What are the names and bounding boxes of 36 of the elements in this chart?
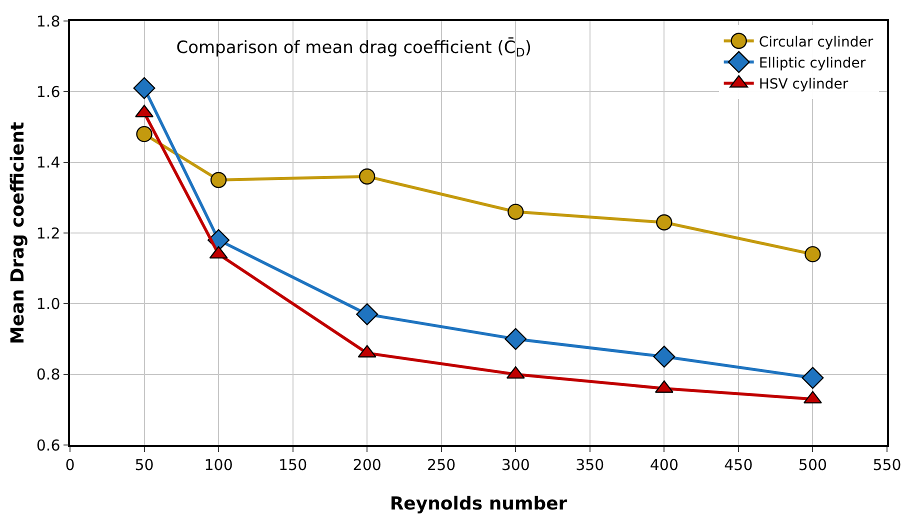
point: [504, 328, 527, 350]
x-tick-label: 550: [872, 456, 902, 474]
point: [136, 126, 152, 142]
point: [508, 204, 524, 220]
point: [656, 214, 672, 230]
x-tick-label: 200: [352, 456, 382, 474]
x-tick-label: 450: [724, 456, 753, 474]
x-tick-label: 50: [134, 456, 154, 474]
point: [358, 168, 376, 185]
point: [804, 246, 821, 262]
x-tick-label: 250: [427, 456, 456, 474]
x-tick-label: 400: [650, 456, 678, 474]
y-tick-label: 1.6: [36, 82, 60, 101]
y-tick-label: 0.6: [36, 436, 60, 454]
x-tick-label: 100: [204, 456, 233, 474]
y-tick-label: 1.4: [36, 154, 60, 172]
point: [356, 303, 378, 326]
x-tick-label: 350: [576, 456, 604, 474]
legend-label: HSV cylinder: [758, 76, 848, 93]
legend-label: Elliptic cylinder: [758, 56, 866, 72]
y-axis-title: Mean Drag coefficient: [8, 121, 28, 344]
y-tick-label: 1.0: [36, 294, 60, 313]
point: [133, 77, 156, 100]
text: Comparison of mean drag coefficient (C̄$_{D}$): [176, 37, 532, 60]
point: [653, 346, 676, 368]
legend-label: Circular cylinder: [758, 34, 874, 50]
point: [210, 172, 227, 188]
x-tick-label: 0: [65, 456, 75, 474]
y-tick-label: 1.8: [36, 12, 60, 30]
x-tick-label: 500: [798, 456, 828, 474]
y-tick-label: 0.8: [36, 366, 60, 384]
x-tick-label: 300: [501, 456, 530, 474]
point: [802, 366, 824, 389]
y-tick-label: 1.2: [36, 224, 60, 242]
x-axis-title: Reynolds number: [390, 494, 568, 514]
x-tick-label: 150: [278, 456, 308, 474]
